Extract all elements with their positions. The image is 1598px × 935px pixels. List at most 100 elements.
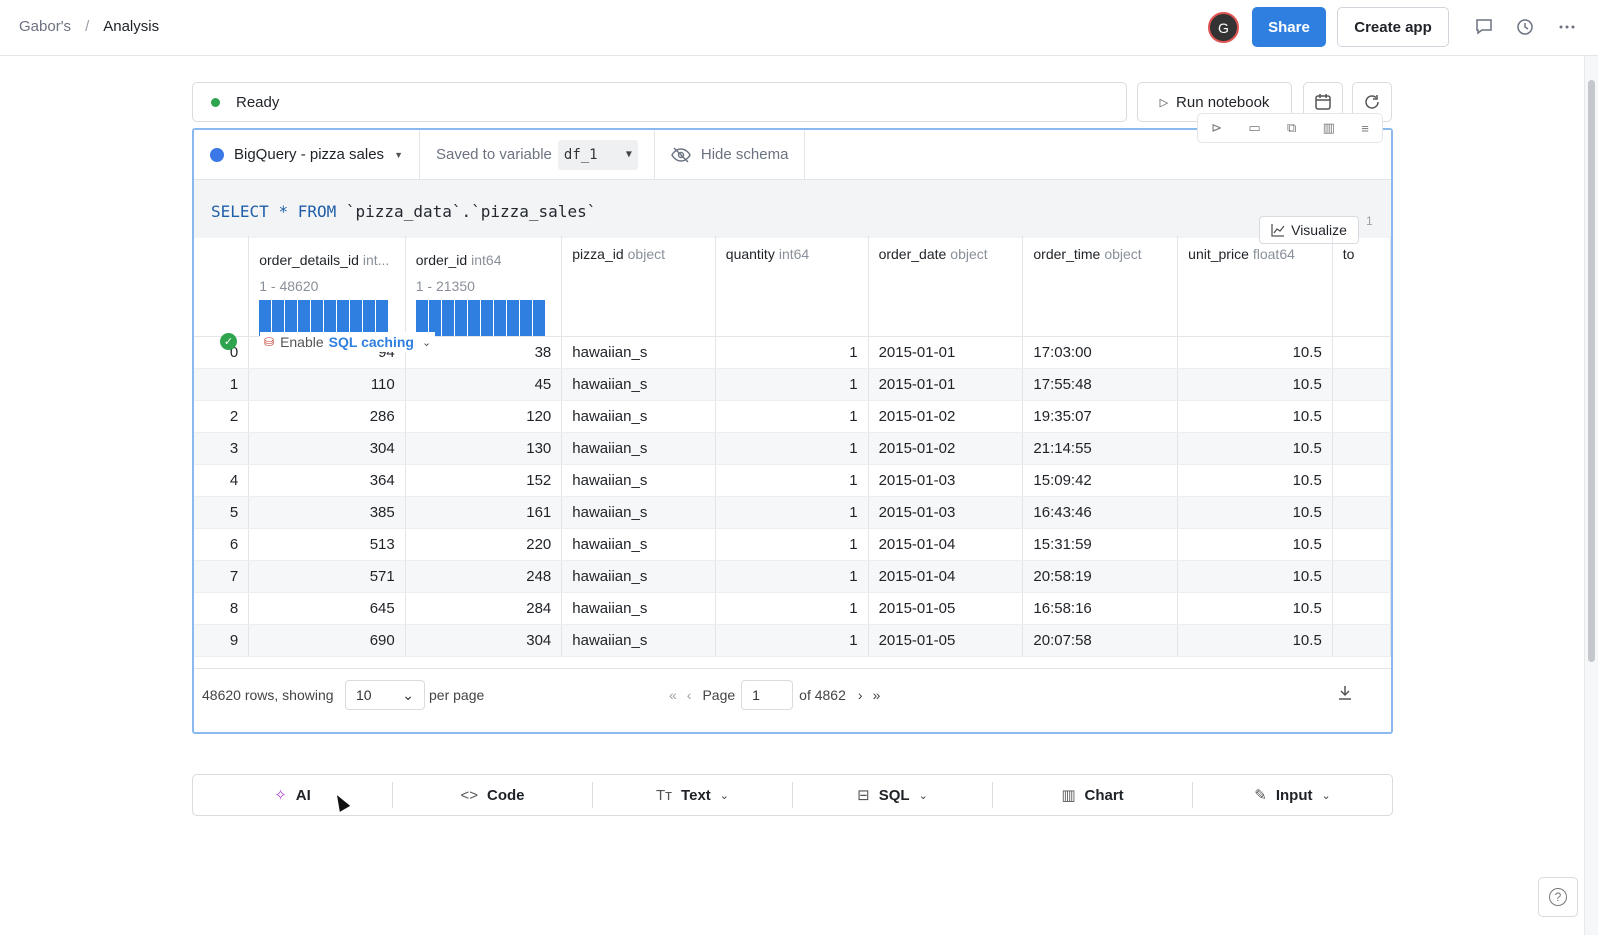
add-input-cell-button[interactable]: ✎ Input ⌄ — [1193, 782, 1392, 808]
table-cell: 364 — [248, 464, 406, 497]
refresh-icon — [1365, 95, 1379, 109]
column-name: quantity — [725, 246, 775, 262]
column-header[interactable]: order_date object — [868, 236, 1024, 337]
table-cell: 690 — [248, 624, 406, 657]
histogram-bar — [259, 300, 272, 336]
histogram-bar — [311, 300, 324, 336]
table-row[interactable]: 4 364 152 hawaiian_s 1 2015-01-03 15:09:42 10.5 — [194, 464, 1391, 497]
table-cell — [1332, 336, 1391, 369]
column-header[interactable]: order_id int64 1 - 21350 — [405, 236, 563, 337]
column-header[interactable]: order_details_id int... 1 - 48620 — [248, 236, 406, 337]
table-row[interactable]: 3 304 130 hawaiian_s 1 2015-01-02 21:14:55 10.5 — [194, 432, 1391, 465]
first-page-icon[interactable]: « — [669, 687, 677, 703]
run-cell-icon[interactable]: ⊳ — [1211, 120, 1223, 135]
row-index: 5 — [194, 496, 250, 529]
scrollbar-thumb[interactable] — [1588, 80, 1595, 662]
column-type: float64 — [1252, 246, 1295, 262]
table-cell: hawaiian_s — [561, 464, 716, 497]
help-button[interactable]: ? — [1538, 877, 1578, 917]
column-range: 1 - 21350 — [415, 278, 475, 294]
column-header[interactable]: unit_price float64 — [1177, 236, 1333, 337]
histogram-bar — [324, 300, 337, 336]
page-size-select[interactable]: 10 ⌄ — [345, 680, 425, 710]
table-cell: 16:43:46 — [1022, 496, 1179, 529]
previous-page-icon[interactable]: ‹ — [686, 687, 692, 703]
download-icon[interactable] — [1338, 685, 1352, 704]
table-row[interactable]: 5 385 161 hawaiian_s 1 2015-01-03 16:43:46 10.5 — [194, 496, 1391, 529]
table-cell: 21:14:55 — [1022, 432, 1179, 465]
histogram-bar — [428, 300, 441, 336]
sql-code[interactable]: SELECT * FROM `pizza_data`.`pizza_sales` — [211, 202, 596, 221]
comment-icon[interactable]: ▭ — [1248, 120, 1261, 135]
table-cell: 286 — [248, 400, 406, 433]
histogram-bar — [480, 300, 493, 336]
vertical-scrollbar[interactable] — [1584, 56, 1598, 935]
table-row[interactable]: 0 94 38 hawaiian_s 1 2015-01-01 17:03:00 10.5 — [194, 336, 1391, 369]
last-page-icon[interactable]: » — [872, 687, 881, 703]
next-page-icon[interactable]: › — [857, 687, 863, 703]
table-row[interactable]: 8 645 284 hawaiian_s 1 2015-01-05 16:58:16 10.5 — [194, 592, 1391, 625]
breadcrumb-workspace[interactable]: Gabor's — [19, 18, 72, 35]
table-cell: hawaiian_s — [561, 560, 716, 593]
column-header[interactable]: pizza_id object — [561, 236, 716, 337]
table-row[interactable]: 6 513 220 hawaiian_s 1 2015-01-04 15:31:59 10.5 — [194, 528, 1391, 561]
visualize-button[interactable]: Visualize — [1259, 216, 1359, 244]
table-row[interactable]: 9 690 304 hawaiian_s 1 2015-01-05 20:07:58 10.5 — [194, 624, 1391, 657]
row-index: 4 — [194, 464, 250, 497]
row-index: 1 — [194, 368, 250, 401]
column-header[interactable]: quantity int64 — [715, 236, 869, 337]
add-ai-cell-button[interactable]: ✧ AI — [193, 782, 393, 808]
page-number-input[interactable]: 1 — [741, 680, 794, 710]
column-header[interactable]: to — [1332, 236, 1391, 337]
caret-down-icon: ▼ — [625, 149, 632, 160]
sql-cell[interactable]: BigQuery - pizza sales ▼ Saved to variab… — [192, 128, 1393, 734]
table-cell: 2015-01-05 — [868, 592, 1024, 625]
embed-icon[interactable]: ⧉ — [1286, 120, 1297, 135]
variable-name-input[interactable]: df_1 ▼ — [557, 139, 638, 170]
histogram-bar — [467, 300, 480, 336]
page-title[interactable]: Analysis — [103, 18, 160, 35]
caret-down-icon: ▼ — [394, 149, 403, 160]
add-sql-cell-button[interactable]: ⊟ SQL ⌄ — [793, 782, 993, 808]
table-cell: 20:07:58 — [1022, 624, 1179, 657]
table-cell — [1332, 368, 1391, 401]
create-app-button[interactable]: Create app — [1337, 7, 1449, 47]
sql-editor[interactable]: SELECT * FROM `pizza_data`.`pizza_sales` — [194, 180, 1391, 238]
column-histogram — [259, 300, 395, 336]
table-cell: 304 — [248, 432, 406, 465]
share-button[interactable]: Share — [1252, 7, 1326, 47]
data-source-select[interactable]: BigQuery - pizza sales ▼ — [194, 129, 420, 180]
table-cell: 19:35:07 — [1022, 400, 1179, 433]
menu-icon[interactable]: ≡ — [1361, 120, 1369, 136]
table-row[interactable]: 1 110 45 hawaiian_s 1 2015-01-01 17:55:48 10.5 — [194, 368, 1391, 401]
add-text-cell-button[interactable]: Tт Text ⌄ — [593, 782, 793, 808]
table-cell: 20:58:19 — [1022, 560, 1179, 593]
table-cell: 1 — [715, 464, 869, 497]
table-cell — [1332, 496, 1391, 529]
avatar[interactable]: G — [1208, 12, 1239, 43]
history-icon[interactable] — [1513, 15, 1537, 39]
code-icon: <> — [460, 786, 479, 804]
histogram-bar — [519, 300, 532, 336]
delete-icon[interactable]: ▥ — [1322, 120, 1335, 135]
results-table: ✓ ⛁ Enable SQL caching ⌄ order_details_i… — [194, 236, 1391, 666]
hide-schema-button[interactable]: Hide schema — [655, 129, 806, 180]
page-total: of 4862 — [799, 687, 846, 703]
table-row[interactable]: 2 286 120 hawaiian_s 1 2015-01-02 19:35:07 10.5 — [194, 400, 1391, 433]
page-label: Page — [702, 687, 736, 703]
more-icon[interactable] — [1555, 15, 1579, 39]
column-header[interactable]: order_time object — [1022, 236, 1179, 337]
table-cell: hawaiian_s — [561, 592, 716, 625]
add-code-cell-button[interactable]: <> Code — [393, 782, 593, 808]
comment-icon[interactable] — [1472, 15, 1496, 39]
enable-sql-caching-button[interactable]: ⛁ Enable SQL caching ⌄ — [260, 332, 436, 352]
column-type: int64 — [471, 252, 502, 268]
saved-variable-label: Saved to variable — [435, 146, 552, 163]
visualize-label: Visualize — [1291, 222, 1347, 238]
add-chart-cell-button[interactable]: ▥ Chart — [993, 782, 1193, 808]
row-count-text: 48620 rows, showing — [202, 687, 334, 703]
table-row[interactable]: 7 571 248 hawaiian_s 1 2015-01-04 20:58:19 10.5 — [194, 560, 1391, 593]
histogram-bar — [493, 300, 506, 336]
table-cell: 284 — [405, 592, 563, 625]
text-icon: Tт — [656, 786, 673, 804]
